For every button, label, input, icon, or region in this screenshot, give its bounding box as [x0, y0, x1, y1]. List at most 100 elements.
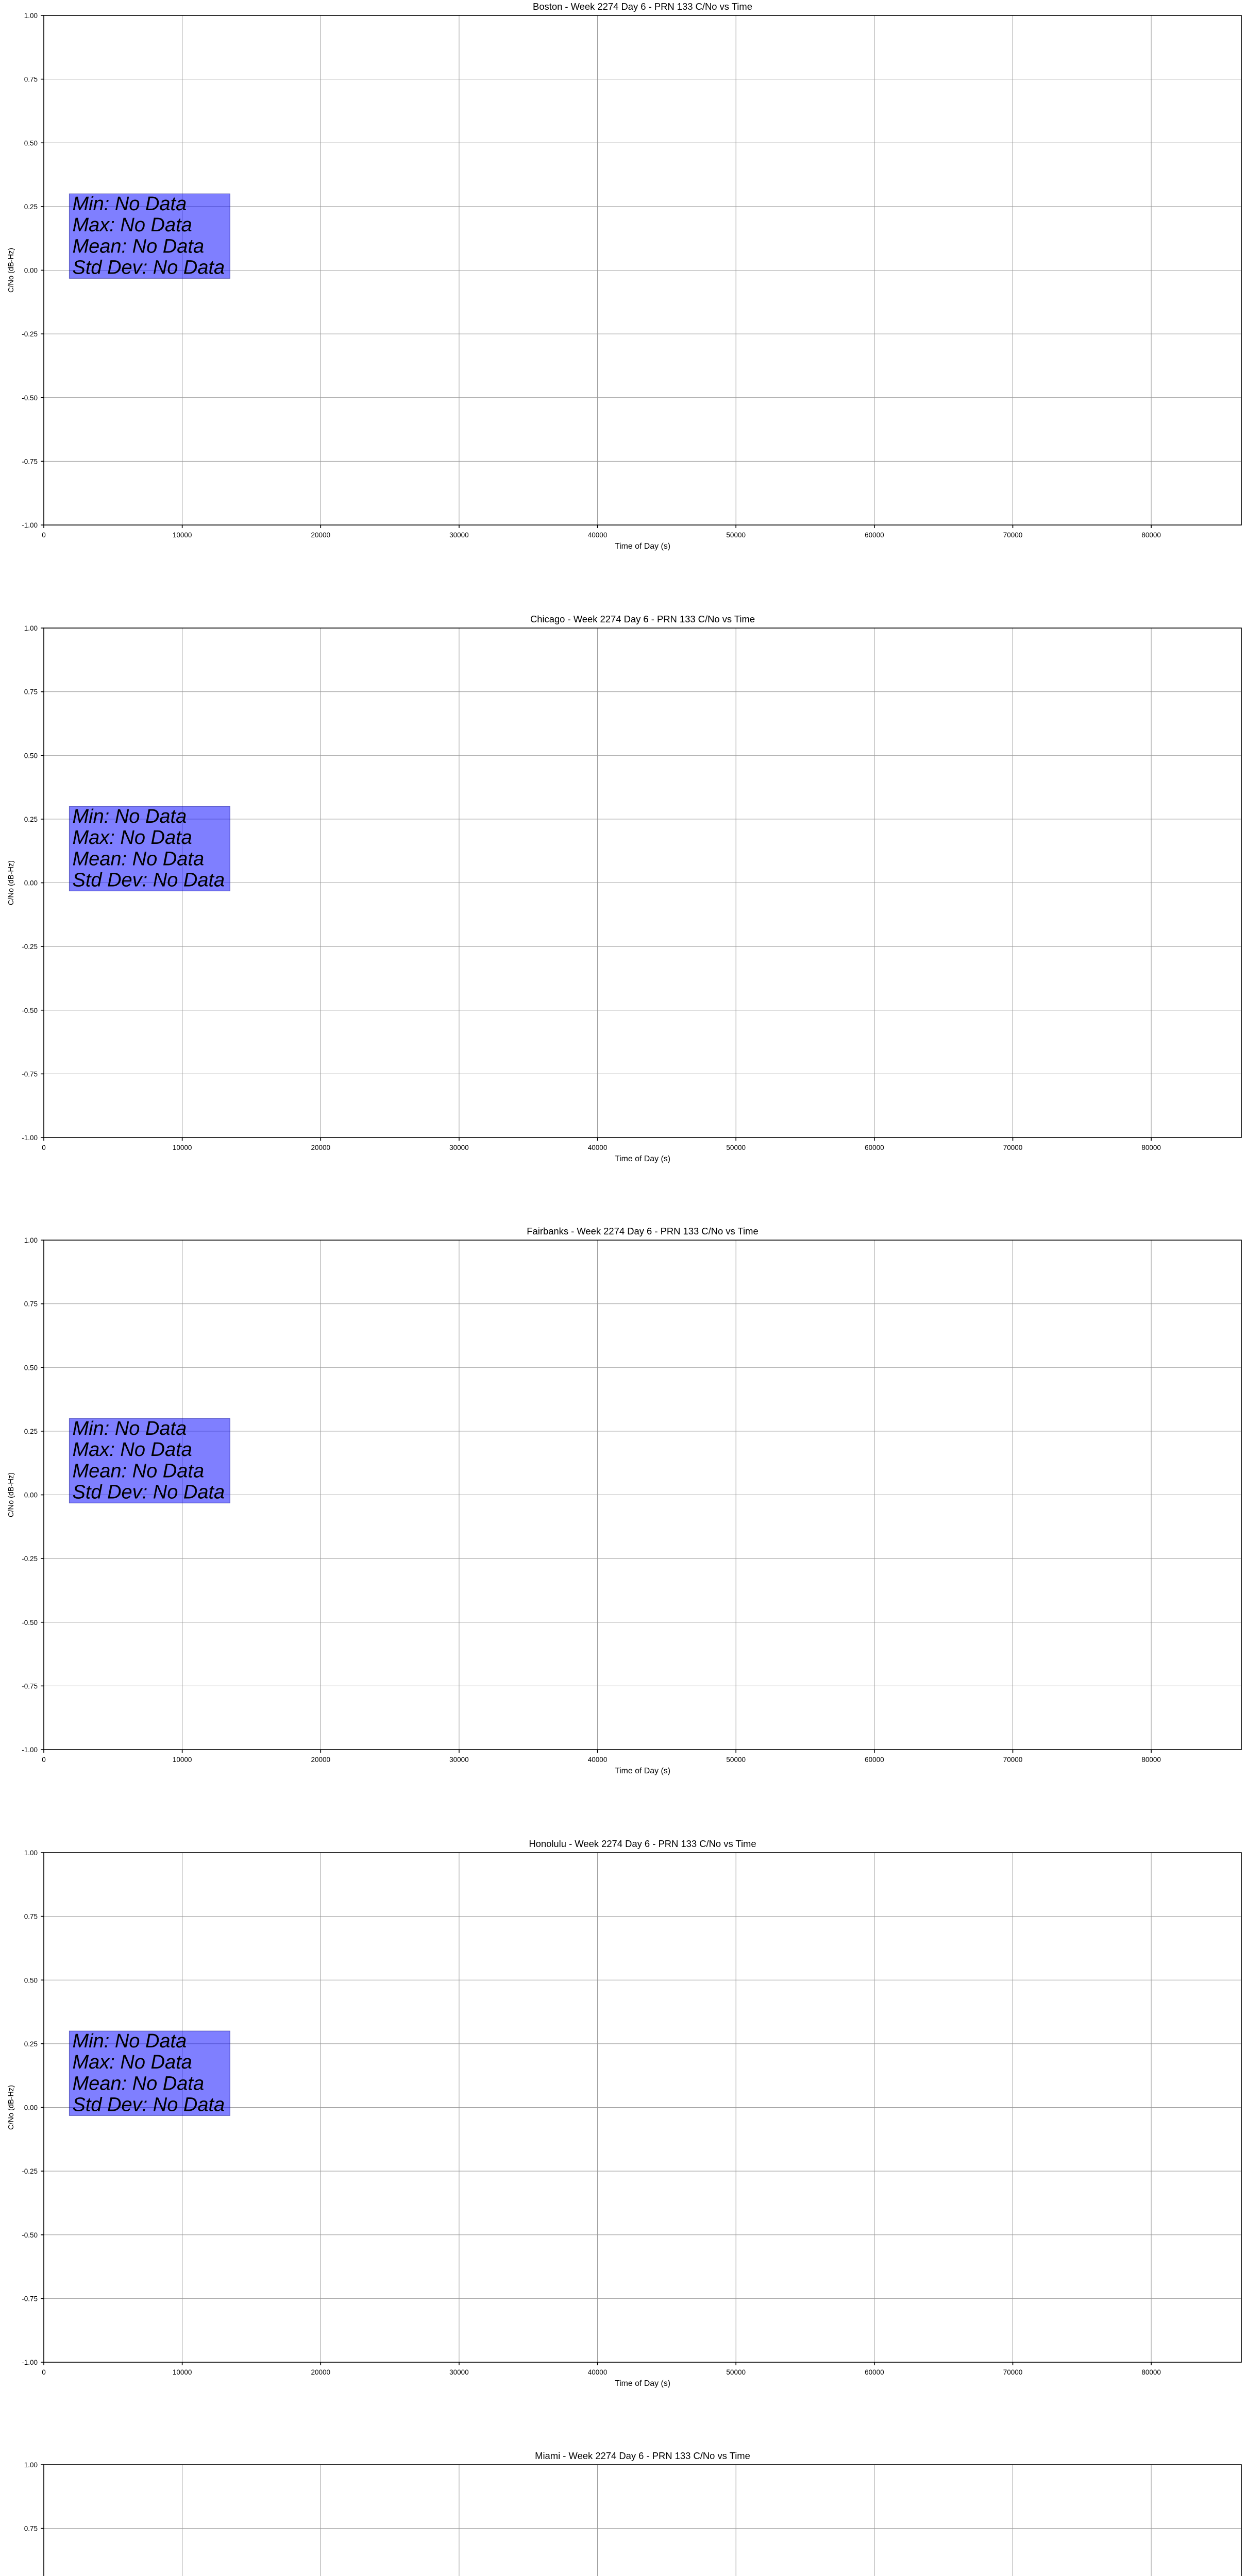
svg-text:Min: No Data: Min: No Data: [73, 806, 187, 827]
svg-text:0.25: 0.25: [24, 815, 38, 823]
svg-text:30000: 30000: [449, 531, 469, 539]
svg-text:50000: 50000: [726, 2368, 746, 2376]
svg-text:C/No (dB-Hz): C/No (dB-Hz): [7, 248, 15, 293]
svg-text:0: 0: [42, 2368, 46, 2376]
svg-text:80000: 80000: [1141, 531, 1161, 539]
svg-text:Time of Day (s): Time of Day (s): [615, 2379, 670, 2388]
svg-text:70000: 70000: [1003, 2368, 1023, 2376]
svg-text:70000: 70000: [1003, 1144, 1023, 1151]
svg-text:Std Dev: No Data: Std Dev: No Data: [73, 257, 225, 278]
svg-text:0.50: 0.50: [24, 752, 38, 759]
svg-text:Std Dev: No Data: Std Dev: No Data: [73, 1482, 225, 1503]
svg-text:0.50: 0.50: [24, 139, 38, 147]
svg-text:-0.50: -0.50: [22, 1619, 38, 1626]
svg-text:0.50: 0.50: [24, 1364, 38, 1371]
svg-text:Mean: No Data: Mean: No Data: [73, 235, 205, 257]
svg-text:-0.50: -0.50: [22, 1006, 38, 1014]
svg-text:70000: 70000: [1003, 531, 1023, 539]
svg-text:1.00: 1.00: [24, 624, 38, 632]
svg-text:C/No (dB-Hz): C/No (dB-Hz): [7, 1472, 15, 1517]
svg-text:Max: No Data: Max: No Data: [73, 1439, 192, 1461]
svg-text:Mean: No Data: Mean: No Data: [73, 1460, 205, 1482]
svg-text:40000: 40000: [588, 1756, 608, 1764]
svg-text:Std Dev: No Data: Std Dev: No Data: [73, 2094, 225, 2115]
svg-text:C/No (dB-Hz): C/No (dB-Hz): [7, 860, 15, 905]
svg-text:-1.00: -1.00: [22, 1134, 38, 1142]
svg-text:1.00: 1.00: [24, 1236, 38, 1244]
svg-text:Miami - Week 2274 Day 6 - PRN: Miami - Week 2274 Day 6 - PRN 133 C/No v…: [535, 2450, 750, 2461]
svg-text:Mean: No Data: Mean: No Data: [73, 2073, 205, 2094]
svg-text:C/No (dB-Hz): C/No (dB-Hz): [7, 2085, 15, 2130]
svg-text:0.75: 0.75: [24, 76, 38, 83]
svg-text:0.75: 0.75: [24, 688, 38, 696]
svg-text:10000: 10000: [173, 1144, 192, 1151]
svg-text:Std Dev: No Data: Std Dev: No Data: [73, 869, 225, 891]
svg-text:0.00: 0.00: [24, 879, 38, 887]
svg-text:0.25: 0.25: [24, 1428, 38, 1435]
svg-text:Min: No Data: Min: No Data: [73, 2030, 187, 2052]
svg-text:-1.00: -1.00: [22, 2359, 38, 2366]
svg-text:0.50: 0.50: [24, 1976, 38, 1984]
svg-text:60000: 60000: [865, 1756, 884, 1764]
svg-text:0: 0: [42, 1144, 46, 1151]
svg-text:70000: 70000: [1003, 1756, 1023, 1764]
svg-text:-0.75: -0.75: [22, 457, 38, 465]
svg-text:-0.50: -0.50: [22, 394, 38, 402]
svg-text:Boston - Week 2274 Day 6 - PRN: Boston - Week 2274 Day 6 - PRN 133 C/No …: [533, 1, 752, 12]
svg-text:Min: No Data: Min: No Data: [73, 193, 187, 215]
svg-text:-1.00: -1.00: [22, 1746, 38, 1754]
svg-text:50000: 50000: [726, 531, 746, 539]
svg-text:Time of Day (s): Time of Day (s): [615, 542, 670, 551]
svg-text:0.25: 0.25: [24, 2040, 38, 2048]
svg-text:80000: 80000: [1141, 1144, 1161, 1151]
svg-text:0.75: 0.75: [24, 2525, 38, 2533]
svg-text:Honolulu - Week 2274 Day 6 - P: Honolulu - Week 2274 Day 6 - PRN 133 C/N…: [529, 1838, 756, 1849]
svg-text:1.00: 1.00: [24, 12, 38, 20]
svg-text:0.75: 0.75: [24, 1300, 38, 1308]
svg-text:-0.25: -0.25: [22, 943, 38, 951]
svg-text:20000: 20000: [311, 2368, 331, 2376]
svg-text:Fairbanks - Week 2274 Day 6 -: Fairbanks - Week 2274 Day 6 - PRN 133 C/…: [527, 1226, 758, 1236]
svg-text:40000: 40000: [588, 2368, 608, 2376]
svg-text:Max: No Data: Max: No Data: [73, 2052, 192, 2073]
svg-text:Time of Day (s): Time of Day (s): [615, 1155, 670, 1163]
svg-text:-0.25: -0.25: [22, 2167, 38, 2175]
svg-text:80000: 80000: [1141, 1756, 1161, 1764]
svg-text:0.00: 0.00: [24, 1492, 38, 1499]
svg-text:20000: 20000: [311, 531, 331, 539]
svg-text:40000: 40000: [588, 531, 608, 539]
svg-text:Chicago - Week 2274 Day 6 - PR: Chicago - Week 2274 Day 6 - PRN 133 C/No…: [530, 614, 755, 624]
svg-text:0.75: 0.75: [24, 1912, 38, 1920]
svg-text:30000: 30000: [449, 1756, 469, 1764]
svg-text:Mean: No Data: Mean: No Data: [73, 848, 205, 870]
svg-text:50000: 50000: [726, 1144, 746, 1151]
svg-text:-0.25: -0.25: [22, 330, 38, 338]
svg-text:40000: 40000: [588, 1144, 608, 1151]
svg-text:0: 0: [42, 531, 46, 539]
svg-text:1.00: 1.00: [24, 1849, 38, 1857]
svg-text:80000: 80000: [1141, 2368, 1161, 2376]
svg-text:50000: 50000: [726, 1756, 746, 1764]
svg-text:Time of Day (s): Time of Day (s): [615, 1767, 670, 1775]
svg-text:30000: 30000: [449, 1144, 469, 1151]
svg-text:-0.50: -0.50: [22, 2231, 38, 2239]
svg-text:60000: 60000: [865, 531, 884, 539]
svg-text:1.00: 1.00: [24, 2461, 38, 2469]
svg-text:-0.25: -0.25: [22, 1555, 38, 1563]
svg-text:Max: No Data: Max: No Data: [73, 827, 192, 849]
svg-text:60000: 60000: [865, 2368, 884, 2376]
svg-text:-1.00: -1.00: [22, 521, 38, 529]
svg-text:0.00: 0.00: [24, 267, 38, 275]
svg-text:60000: 60000: [865, 1144, 884, 1151]
svg-text:-0.75: -0.75: [22, 2295, 38, 2302]
svg-text:30000: 30000: [449, 2368, 469, 2376]
svg-text:20000: 20000: [311, 1756, 331, 1764]
svg-text:0.00: 0.00: [24, 2104, 38, 2111]
svg-text:10000: 10000: [173, 531, 192, 539]
svg-text:0: 0: [42, 1756, 46, 1764]
svg-text:-0.75: -0.75: [22, 1070, 38, 1078]
svg-text:-0.75: -0.75: [22, 1683, 38, 1690]
svg-text:20000: 20000: [311, 1144, 331, 1151]
svg-text:10000: 10000: [173, 2368, 192, 2376]
svg-text:10000: 10000: [173, 1756, 192, 1764]
